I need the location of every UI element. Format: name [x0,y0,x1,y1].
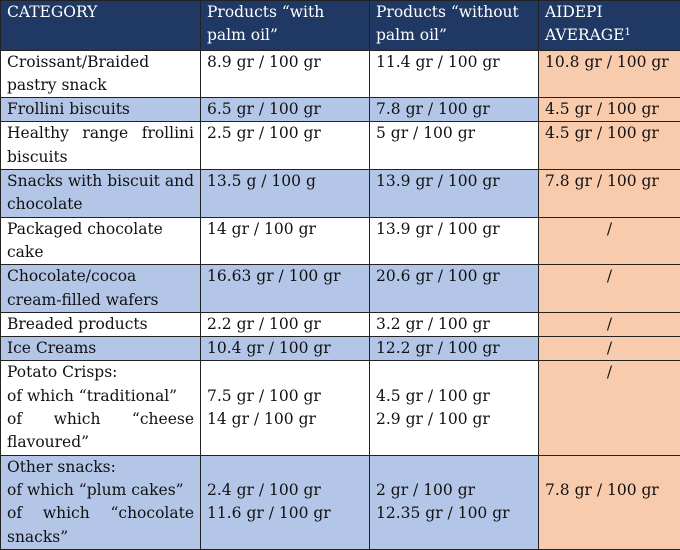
aidepi-average-cell: / [539,361,680,455]
category-cell: Snacks with biscuit and chocolate [1,170,201,218]
aidepi-average-cell: 4.5 gr / 100 gr [539,122,680,170]
with-palm-oil-cell: 6.5 gr / 100 gr [201,98,370,122]
without-palm-oil-cell: 13.9 gr / 100 gr [370,217,539,265]
without-palm-oil-cell: 7.8 gr / 100 gr [370,98,539,122]
aidepi-average-cell: / [539,312,680,336]
without-palm-oil-cell: 11.4 gr / 100 gr [370,50,539,98]
table-row: Packaged chocolate cake 14 gr / 100 gr 1… [1,217,680,265]
category-cell: Packaged chocolate cake [1,217,201,265]
without-palm-oil-cell: 2 gr / 100 gr 12.35 gr / 100 gr [370,455,539,549]
with-palm-oil-cell: 13.5 g / 100 g [201,170,370,218]
with-palm-oil-cell: 2.4 gr / 100 gr 11.6 gr / 100 gr [201,455,370,549]
table-row: Croissant/Braided pastry snack 8.9 gr / … [1,50,680,98]
aidepi-average-cell: 10.8 gr / 100 gr [539,50,680,98]
without-palm-oil-cell: 5 gr / 100 gr [370,122,539,170]
category-cell: Frollini biscuits [1,98,201,122]
subcategory-label: of which “cheese flavoured” [7,408,194,455]
table-row: Healthy range frollini biscuits 2.5 gr /… [1,122,680,170]
subcategory-value: 4.5 gr / 100 gr [376,385,532,408]
subcategory-value: 2 gr / 100 gr [376,479,532,502]
table-row: Other snacks: of which “plum cakes” of w… [1,455,680,549]
table-row: Chocolate/cocoa cream-filled wafers 16.6… [1,265,680,313]
subcategory-value: 2.4 gr / 100 gr [207,479,363,502]
header-aidepi-average: AIDEPI AVERAGE1 [539,1,680,51]
aidepi-average-cell: / [539,265,680,313]
subcategory-label: of which “plum cakes” [7,479,194,502]
aidepi-average-value: 7.8 gr / 100 gr [545,479,674,502]
without-palm-oil-cell: 3.2 gr / 100 gr [370,312,539,336]
category-cell: Healthy range frollini biscuits [1,122,201,170]
with-palm-oil-cell: 2.2 gr / 100 gr [201,312,370,336]
category-cell: Ice Creams [1,337,201,361]
subcategory-label: of which “traditional” [7,385,194,408]
category-cell: Croissant/Braided pastry snack [1,50,201,98]
without-palm-oil-cell: 13.9 gr / 100 gr [370,170,539,218]
with-palm-oil-cell: 2.5 gr / 100 gr [201,122,370,170]
category-cell: Other snacks: of which “plum cakes” of w… [1,455,201,549]
with-palm-oil-cell: 16.63 gr / 100 gr [201,265,370,313]
table-row: Snacks with biscuit and chocolate 13.5 g… [1,170,680,218]
category-cell: Breaded products [1,312,201,336]
subcategory-value: 2.9 gr / 100 gr [376,408,532,431]
header-category: CATEGORY [1,1,201,51]
header-aidepi-label: AIDEPI AVERAGE [545,3,625,44]
header-without-palm-oil: Products “without palm oil” [370,1,539,51]
with-palm-oil-cell: 14 gr / 100 gr [201,217,370,265]
table-row: Frollini biscuits 6.5 gr / 100 gr 7.8 gr… [1,98,680,122]
subcategory-label: of which “chocolate snacks” [7,502,194,549]
subcategory-value: 14 gr / 100 gr [207,408,363,431]
without-palm-oil-cell: 4.5 gr / 100 gr 2.9 gr / 100 gr [370,361,539,455]
footnote-marker: 1 [625,27,631,38]
category-cell: Chocolate/cocoa cream-filled wafers [1,265,201,313]
category-cell: Potato Crisps: of which “traditional” of… [1,361,201,455]
aidepi-average-cell: / [539,337,680,361]
category-title: Other snacks: [7,456,194,479]
header-row: CATEGORY Products “with palm oil” Produc… [1,1,680,51]
subcategory-value: 7.5 gr / 100 gr [207,385,363,408]
with-palm-oil-cell: 7.5 gr / 100 gr 14 gr / 100 gr [201,361,370,455]
table-row: Ice Creams 10.4 gr / 100 gr 12.2 gr / 10… [1,337,680,361]
without-palm-oil-cell: 12.2 gr / 100 gr [370,337,539,361]
subcategory-value: 12.35 gr / 100 gr [376,502,532,525]
aidepi-average-cell: 4.5 gr / 100 gr [539,98,680,122]
table-row: Potato Crisps: of which “traditional” of… [1,361,680,455]
without-palm-oil-cell: 20.6 gr / 100 gr [370,265,539,313]
aidepi-average-cell: / [539,217,680,265]
with-palm-oil-cell: 10.4 gr / 100 gr [201,337,370,361]
header-with-palm-oil: Products “with palm oil” [201,1,370,51]
aidepi-average-cell: 7.8 gr / 100 gr [539,170,680,218]
with-palm-oil-cell: 8.9 gr / 100 gr [201,50,370,98]
table-row: Breaded products 2.2 gr / 100 gr 3.2 gr … [1,312,680,336]
subcategory-value: 11.6 gr / 100 gr [207,502,363,525]
category-title: Potato Crisps: [7,361,194,384]
aidepi-average-cell: 7.8 gr / 100 gr [539,455,680,549]
